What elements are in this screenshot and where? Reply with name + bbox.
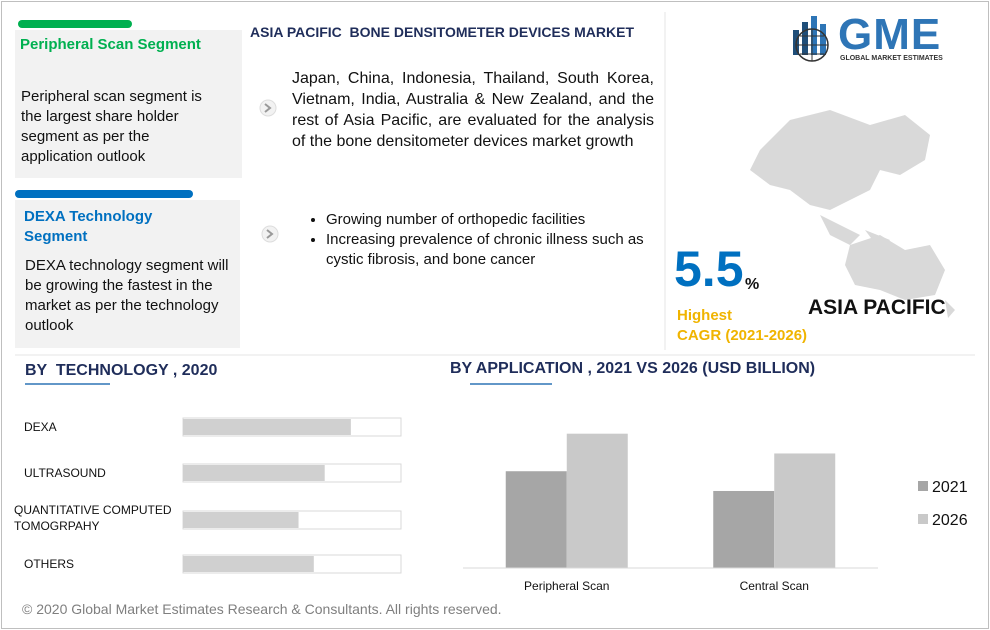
footer: © 2020 Global Market Estimates Research …: [22, 601, 502, 617]
category-label: ULTRASOUND: [24, 466, 106, 480]
map: [820, 215, 890, 250]
legend-label: 2021: [932, 479, 968, 496]
segment-text: DEXA technology segment will be growing …: [25, 257, 229, 334]
segment-panel: [15, 200, 240, 348]
region: ASIA PACIFIC: [808, 296, 946, 319]
segment-title: Peripheral Scan Segment: [20, 36, 201, 53]
category-label: OTHERS: [24, 557, 75, 571]
cagr-value: 5.5: [674, 241, 744, 297]
segment-text: Peripheral scan segment is the largest s…: [21, 88, 202, 165]
legend-label: 2026: [932, 512, 968, 529]
bar: [183, 419, 351, 435]
bar: [774, 453, 836, 568]
header-title: ASIA PACIFIC BONE DENSITOMETER DEVICES M…: [250, 24, 634, 40]
logo-name: GME: [838, 10, 942, 59]
category-label: DEXA: [24, 420, 57, 434]
cagr-unit: %: [745, 276, 760, 293]
map: [845, 235, 955, 318]
accent-bar: [18, 20, 132, 28]
segment-panel: [15, 30, 242, 178]
x-tick-label: Peripheral Scan: [524, 579, 609, 593]
bar: [183, 556, 314, 572]
accent-bar: [15, 190, 193, 198]
chart-title: BY TECHNOLOGY , 2020: [25, 362, 218, 379]
category-label: QUANTITATIVE COMPUTED TOMOGRPAHY: [14, 503, 172, 533]
bar: [713, 490, 775, 568]
arrow-icon: [259, 99, 277, 117]
driver-list: Growing number of orthopedic facilities …: [296, 210, 666, 270]
intro-text: Japan, China, Indonesia, Thailand, South…: [292, 70, 654, 150]
x-tick-label: Central Scan: [740, 579, 809, 593]
cagr-label: Highest: [677, 307, 733, 324]
driver: Growing number of orthopedic facilities: [326, 210, 666, 230]
legend-swatch: [918, 481, 928, 491]
cagr-label: CAGR (2021-2026): [677, 327, 808, 344]
logo-icon: [793, 16, 829, 62]
arrow-icon: [261, 225, 279, 243]
legend-swatch: [918, 514, 928, 524]
map: [750, 110, 930, 210]
bar: [505, 471, 567, 568]
chart-title: BY APPLICATION , 2021 VS 2026 (USD BILLI…: [450, 360, 816, 377]
logo-tagline: GLOBAL MARKET ESTIMATES: [840, 55, 943, 62]
driver: Increasing prevalence of chronic illness…: [326, 230, 666, 270]
bar: [183, 512, 299, 528]
segment-title: DEXA Technology Segment: [24, 208, 153, 245]
bar: [566, 433, 628, 568]
bar: [183, 465, 325, 481]
